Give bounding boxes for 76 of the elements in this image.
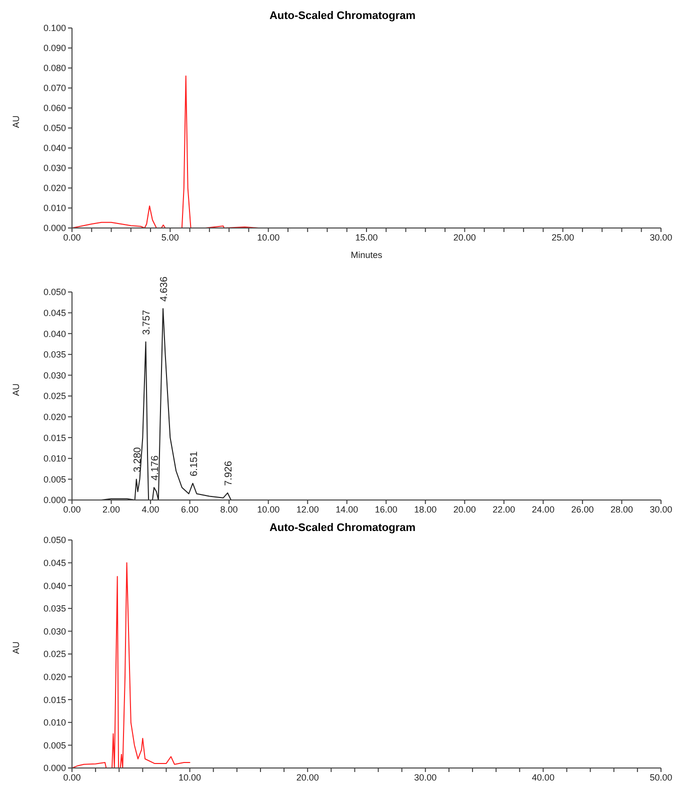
x-tick-label: 30.00: [414, 772, 437, 782]
x-tick-label: 18.00: [414, 504, 437, 514]
annotation: 6.151: [188, 450, 200, 476]
y-tick-label: 0.030: [43, 163, 66, 174]
x-tick-label: 0.00: [63, 504, 81, 514]
x-tick-label: 20.00: [296, 772, 319, 782]
x-tick-label: 20.00: [453, 232, 476, 242]
x-tick-label: 16.00: [374, 504, 398, 514]
y-tick-label: 0.030: [43, 370, 66, 380]
y-tick-label: 0.100: [43, 23, 66, 34]
y-tick-label: 0.005: [43, 740, 66, 750]
y-tick-label: 0.025: [43, 391, 66, 402]
y-tick-label: 0.000: [43, 763, 66, 774]
y-tick-label: 0.015: [43, 694, 66, 705]
y-tick-label: 0.045: [43, 308, 66, 318]
y-tick-label: 0.040: [43, 580, 66, 591]
x-tick-label: 4.00: [142, 504, 160, 514]
x-tick-label: 30.00: [650, 232, 672, 242]
x-tick-label: 14.00: [336, 504, 358, 514]
y-tick-label: 0.050: [43, 123, 66, 134]
y-tick-label: 0.035: [43, 604, 66, 614]
y-tick-label: 0.000: [43, 495, 66, 506]
annotation: 4.636: [159, 276, 170, 302]
y-axis-title: AU: [11, 115, 22, 128]
y-tick-label: 0.020: [43, 412, 66, 422]
y-tick-label: 0.040: [43, 143, 66, 154]
y-axis-title: AU: [11, 641, 22, 654]
y-tick-label: 0.000: [43, 223, 66, 234]
x-tick-label: 10.00: [257, 232, 280, 242]
x-tick-label: 10.00: [257, 504, 280, 514]
annotation: 3.280: [132, 446, 144, 472]
y-axis-title: AU: [11, 383, 22, 396]
line-series: [100, 308, 232, 500]
x-tick-label: 40.00: [532, 772, 554, 782]
y-tick-label: 0.090: [43, 43, 66, 54]
y-tick-label: 0.020: [43, 183, 66, 194]
y-tick-label: 0.010: [43, 454, 66, 464]
x-tick-label: 28.00: [610, 504, 633, 514]
x-tick-label: 12.00: [296, 504, 319, 514]
x-tick-label: 30.00: [650, 504, 672, 514]
y-tick-label: 0.020: [43, 672, 66, 682]
y-tick-label: 0.040: [43, 328, 66, 339]
annotation: 4.176: [150, 455, 161, 481]
y-tick-label: 0.030: [43, 626, 66, 636]
x-tick-label: 0.00: [63, 772, 81, 782]
x-tick-label: 15.00: [355, 232, 378, 242]
x-tick-label: 2.00: [102, 504, 120, 514]
y-tick-label: 0.025: [43, 649, 66, 660]
x-axis-title: Minutes: [350, 250, 383, 260]
y-tick-label: 0.045: [43, 558, 66, 568]
y-tick-label: 0.010: [43, 718, 66, 728]
x-tick-label: 8.00: [220, 504, 238, 514]
y-tick-label: 0.060: [43, 103, 66, 114]
chart-title: Auto-Scaled Chromatogram: [268, 9, 417, 24]
x-tick-label: 22.00: [492, 504, 516, 514]
x-tick-label: 24.00: [532, 504, 554, 514]
x-tick-label: 20.00: [453, 504, 476, 514]
y-tick-label: 0.050: [43, 287, 66, 298]
x-tick-label: 10.00: [178, 772, 202, 782]
y-tick-label: 0.035: [43, 350, 66, 360]
x-tick-label: 50.00: [650, 772, 672, 782]
y-tick-label: 0.010: [43, 203, 66, 214]
chart-title: Auto-Scaled Chromatogram: [268, 521, 417, 536]
y-tick-label: 0.005: [43, 474, 66, 484]
y-tick-label: 0.050: [43, 535, 66, 546]
x-tick-label: 6.00: [181, 504, 199, 514]
x-tick-label: 26.00: [571, 504, 594, 514]
line-series: [72, 562, 190, 768]
y-tick-label: 0.015: [43, 432, 66, 443]
x-tick-label: 25.00: [552, 232, 574, 242]
y-tick-label: 0.080: [43, 63, 66, 74]
x-tick-label: 5.00: [161, 232, 179, 242]
annotation: 3.757: [142, 309, 153, 335]
x-tick-label: 0.00: [63, 232, 81, 242]
annotation: 7.926: [224, 460, 235, 486]
y-tick-label: 0.070: [43, 83, 66, 94]
